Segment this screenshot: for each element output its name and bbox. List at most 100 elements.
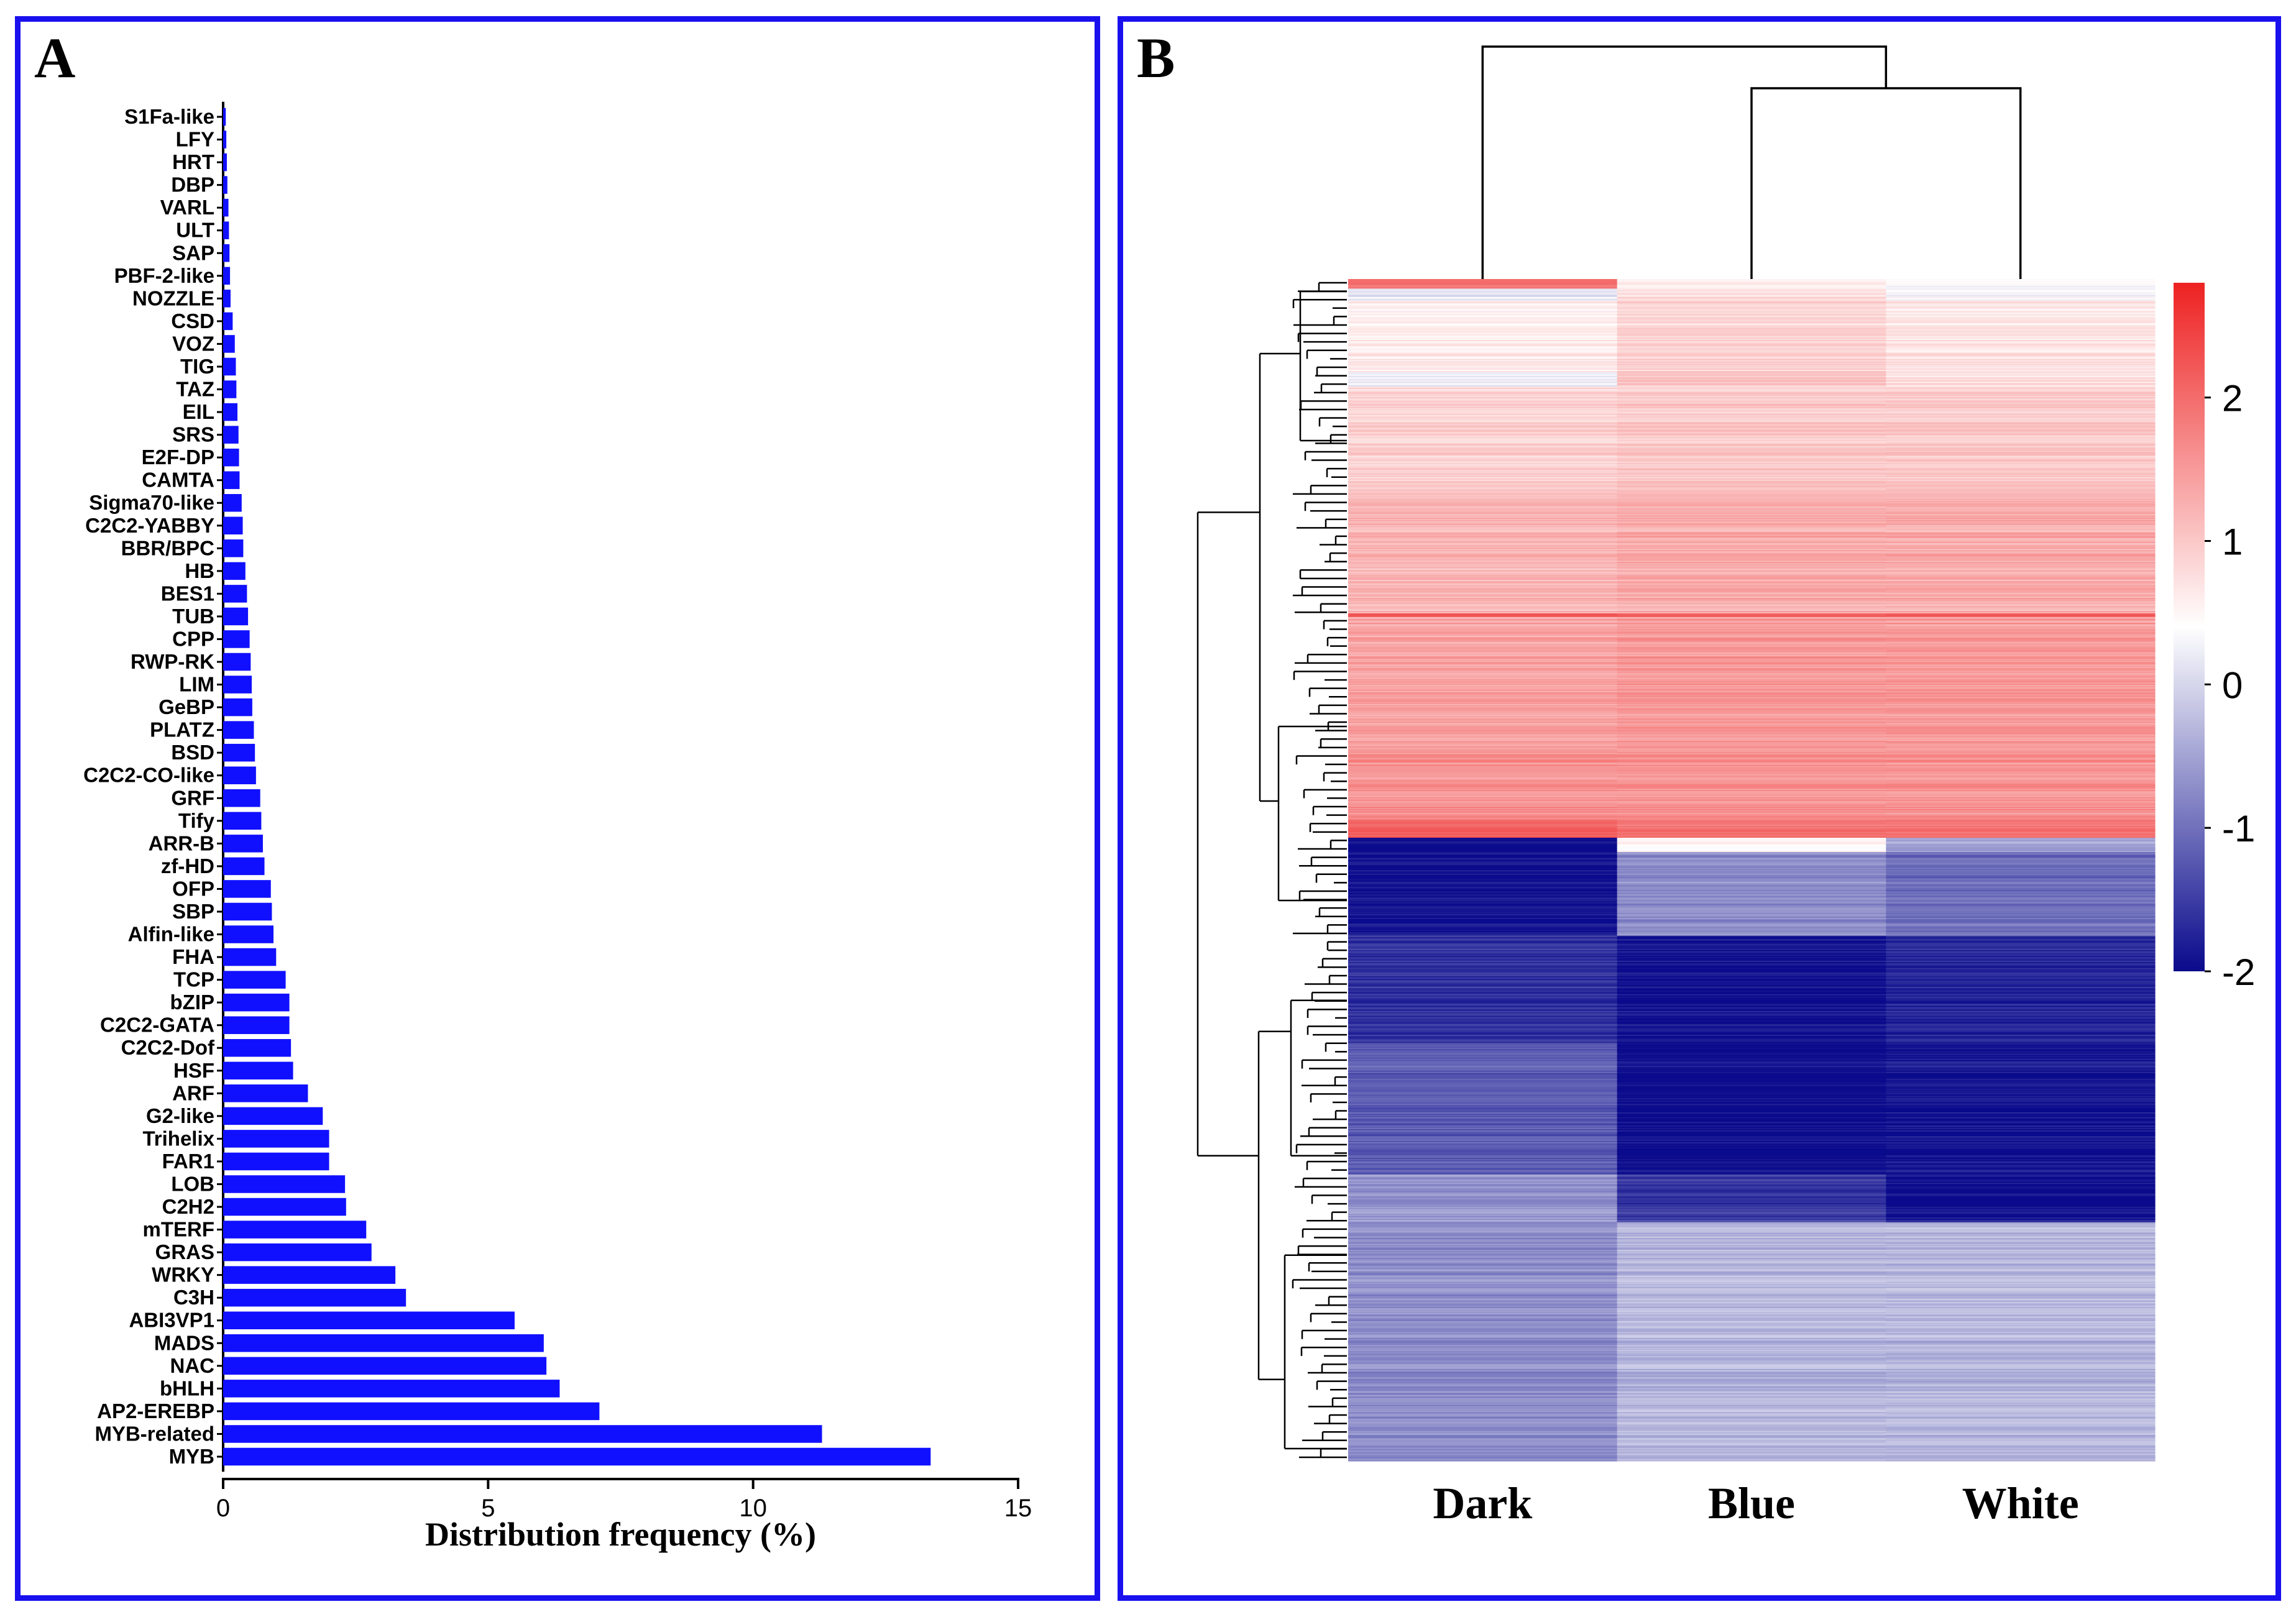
bar xyxy=(223,607,249,626)
bar xyxy=(223,448,239,467)
heatmap-cell xyxy=(1348,994,1618,996)
heatmap-cell xyxy=(1617,475,1886,477)
heatmap-cell xyxy=(1886,823,2156,825)
heatmap-cell xyxy=(1617,741,1886,743)
heatmap-cell xyxy=(1886,291,2156,293)
heatmap-cell xyxy=(1348,943,1618,945)
heatmap-cell xyxy=(1348,927,1618,929)
heatmap-cell xyxy=(1348,448,1618,451)
heatmap-cell xyxy=(1348,1328,1618,1331)
heatmap-cell xyxy=(1886,868,2156,869)
heatmap-cell xyxy=(1348,938,1618,940)
heatmap-cell xyxy=(1617,750,1886,753)
heatmap-cell xyxy=(1348,1286,1618,1289)
heatmap-cell xyxy=(1348,422,1618,424)
heatmap-cell xyxy=(1348,863,1618,864)
heatmap-cell xyxy=(1348,905,1618,908)
heatmap-cell xyxy=(1617,1165,1886,1167)
heatmap-cell xyxy=(1348,567,1618,570)
heatmap-cell xyxy=(1348,706,1618,708)
heatmap-cell xyxy=(1886,1293,2156,1294)
heatmap-cell xyxy=(1886,843,2156,846)
heatmap-cell xyxy=(1348,500,1618,502)
heatmap-cell xyxy=(1886,820,2156,822)
column-label: Blue xyxy=(1708,1478,1795,1528)
heatmap-cell xyxy=(1617,1270,1886,1272)
heatmap-cell xyxy=(1617,1277,1886,1279)
heatmap-cell xyxy=(1617,1232,1886,1234)
heatmap-cell xyxy=(1617,1038,1886,1040)
heatmap-cell xyxy=(1886,1416,2156,1419)
heatmap-cell xyxy=(1886,1235,2156,1237)
heatmap-cell xyxy=(1886,1145,2156,1148)
heatmap-cell xyxy=(1617,889,1886,891)
heatmap-cell xyxy=(1348,1431,1618,1433)
heatmap-cell xyxy=(1348,296,1618,299)
heatmap-cell xyxy=(1886,754,2156,756)
heatmap-cell xyxy=(1348,293,1618,295)
heatmap-cell xyxy=(1886,585,2156,588)
heatmap-cell xyxy=(1348,607,1618,609)
heatmap-cell xyxy=(1886,1002,2156,1004)
heatmap-cell xyxy=(1886,1363,2156,1365)
heatmap-cell xyxy=(1348,349,1618,351)
heatmap-cell xyxy=(1348,1339,1618,1341)
heatmap-cell xyxy=(1617,817,1886,819)
heatmap-cell xyxy=(1886,1205,2156,1207)
category-label: FAR1 xyxy=(162,1150,214,1173)
heatmap-cell xyxy=(1886,1044,2156,1047)
heatmap-cell xyxy=(1348,1257,1618,1258)
bar xyxy=(223,1084,308,1102)
heatmap-cell xyxy=(1617,991,1886,992)
heatmap-cell xyxy=(1617,1275,1886,1276)
heatmap-cell xyxy=(1886,1432,2156,1434)
heatmap-cell xyxy=(1617,1079,1886,1081)
heatmap-cell xyxy=(1348,567,1618,569)
category-label: LOB xyxy=(171,1172,214,1195)
heatmap-cell xyxy=(1617,294,1886,296)
heatmap-cell xyxy=(1886,971,2156,973)
heatmap-cell xyxy=(1348,910,1618,912)
heatmap-cell xyxy=(1886,1100,2156,1102)
heatmap-cell xyxy=(1617,749,1886,751)
heatmap-cell xyxy=(1617,1219,1886,1222)
heatmap-cell xyxy=(1886,416,2156,418)
heatmap-cell xyxy=(1886,731,2156,733)
heatmap-cell xyxy=(1348,794,1618,797)
bar xyxy=(223,471,240,489)
heatmap-cell xyxy=(1617,764,1886,766)
heatmap-cell xyxy=(1348,1315,1618,1317)
heatmap-cell xyxy=(1886,382,2156,383)
heatmap-cell xyxy=(1348,798,1618,800)
heatmap-cell xyxy=(1886,1342,2156,1345)
heatmap-cell xyxy=(1617,1233,1886,1235)
heatmap-cell xyxy=(1348,360,1618,362)
heatmap-cell xyxy=(1617,1373,1886,1376)
heatmap-cell xyxy=(1617,1267,1886,1270)
heatmap-cell xyxy=(1617,326,1886,329)
heatmap-cell xyxy=(1617,996,1886,999)
heatmap-cell xyxy=(1886,290,2156,291)
heatmap-cell xyxy=(1617,1389,1886,1391)
heatmap-cell xyxy=(1348,925,1618,927)
heatmap-cell xyxy=(1617,1039,1886,1042)
heatmap-cell xyxy=(1617,1252,1886,1254)
category-label: WRKY xyxy=(152,1263,214,1286)
heatmap-cell xyxy=(1617,1180,1886,1183)
heatmap-cell xyxy=(1617,518,1886,520)
heatmap-cell xyxy=(1617,1109,1886,1111)
heatmap-cell xyxy=(1886,352,2156,354)
heatmap-cell xyxy=(1617,825,1886,828)
heatmap-cell xyxy=(1886,746,2156,748)
heatmap-cell xyxy=(1348,1454,1618,1455)
heatmap-cell xyxy=(1348,1021,1618,1024)
heatmap-cell xyxy=(1886,834,2156,836)
heatmap-cell xyxy=(1348,909,1618,911)
heatmap-cell xyxy=(1886,1299,2156,1302)
bar xyxy=(223,743,255,762)
heatmap-cell xyxy=(1886,466,2156,469)
category-label: C3H xyxy=(173,1286,214,1309)
heatmap-cell xyxy=(1348,894,1618,896)
heatmap-cell xyxy=(1886,369,2156,370)
heatmap-cell xyxy=(1617,1045,1886,1047)
